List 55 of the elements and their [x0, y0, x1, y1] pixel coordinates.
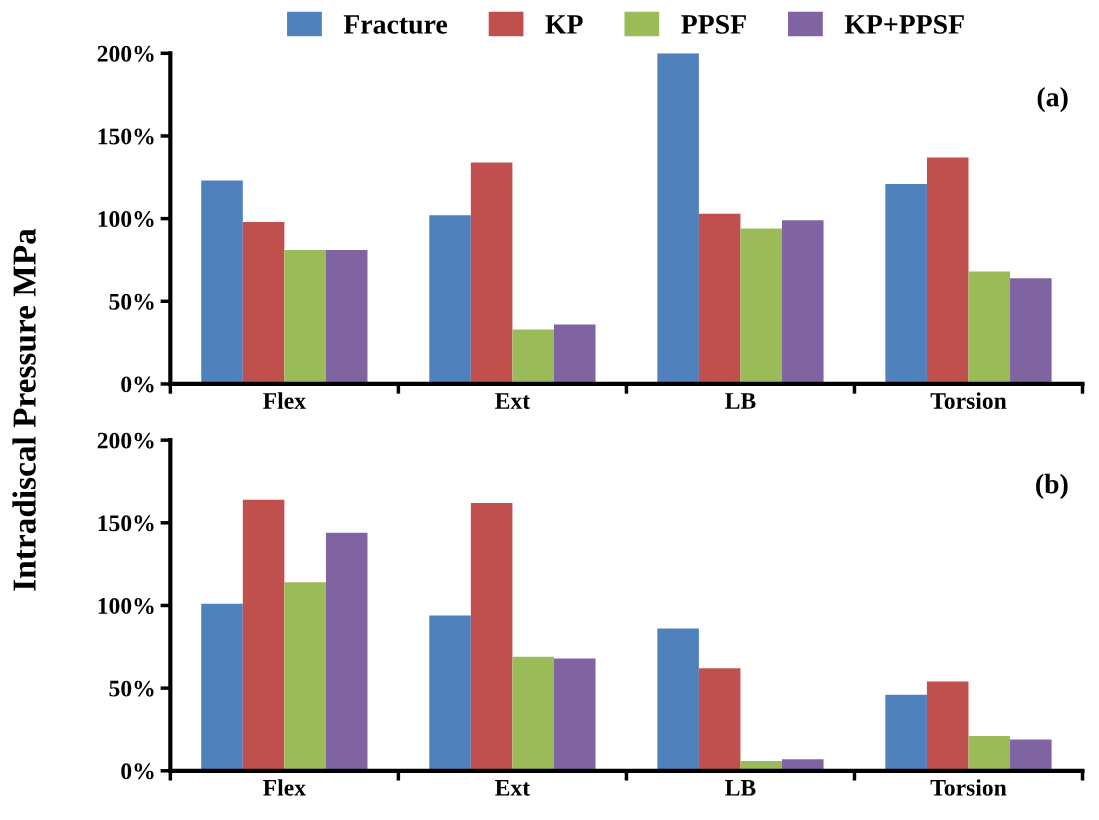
bar	[325, 250, 368, 384]
annotation: (b)	[1036, 473, 1068, 500]
bar	[284, 582, 326, 771]
y-tick-label: 200%	[97, 45, 154, 62]
y-tick-label: 150%	[98, 515, 154, 532]
bar	[553, 324, 596, 384]
x-tick-label: Flex	[263, 392, 306, 409]
bar	[657, 53, 699, 384]
x-tick-label: LB	[725, 780, 756, 796]
bar	[926, 157, 969, 384]
x-tick-label: Ext	[495, 780, 531, 796]
x-tick-label: LB	[725, 393, 756, 409]
bar	[429, 215, 471, 384]
y-tick-label: 0%	[121, 376, 154, 393]
bar	[201, 180, 243, 384]
bar	[242, 499, 285, 771]
x-tick-label: Torsion	[930, 779, 1007, 796]
bar	[553, 658, 596, 771]
legend-label: KP	[545, 15, 583, 34]
bar	[1010, 739, 1052, 771]
bar	[968, 736, 1011, 771]
annotation: (a)	[1037, 86, 1068, 113]
x-tick-label: Flex	[263, 779, 306, 796]
bar	[968, 271, 1011, 384]
bar	[885, 694, 927, 771]
bar	[201, 603, 243, 771]
bar	[429, 615, 471, 771]
bar	[1010, 278, 1052, 384]
bar	[242, 221, 285, 384]
x-tick-label: Torsion	[930, 392, 1007, 409]
bar	[782, 220, 824, 384]
y-tick-label: 50%	[109, 680, 154, 697]
y-axis-title: Intradiscal Pressure MPa	[12, 228, 36, 591]
x-tick-label: Ext	[495, 393, 531, 409]
y-tick-label: 150%	[98, 128, 154, 145]
y-tick-label: 100%	[98, 597, 154, 614]
bar	[470, 162, 513, 384]
bar	[284, 250, 326, 384]
bar	[926, 681, 969, 771]
bar	[698, 668, 741, 771]
y-tick-label: 50%	[109, 293, 154, 310]
bar	[740, 228, 783, 384]
bar	[325, 532, 368, 771]
bar	[698, 213, 741, 384]
legend-label: KP+PPSF	[844, 15, 964, 34]
bar	[657, 628, 699, 771]
legend-label: PPSF	[681, 15, 746, 34]
bar	[512, 656, 554, 771]
y-tick-label: 100%	[98, 211, 154, 228]
bar	[470, 502, 513, 771]
y-tick-label: 0%	[121, 763, 154, 780]
bar	[512, 329, 554, 384]
legend-label: Fracture	[343, 15, 448, 34]
y-tick-label: 200%	[97, 432, 154, 449]
bar	[885, 183, 927, 384]
